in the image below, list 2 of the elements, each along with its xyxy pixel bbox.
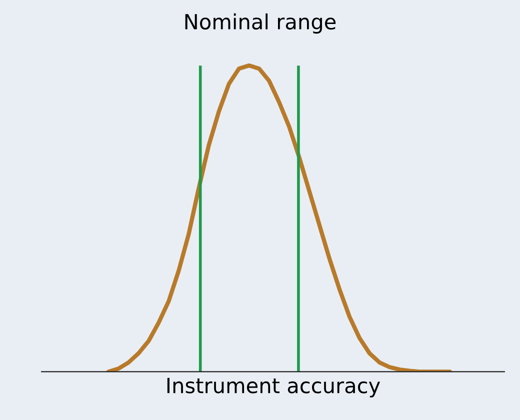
x-axis-title: Instrument accuracy xyxy=(167,378,380,398)
text: Nominal range xyxy=(185,13,336,34)
